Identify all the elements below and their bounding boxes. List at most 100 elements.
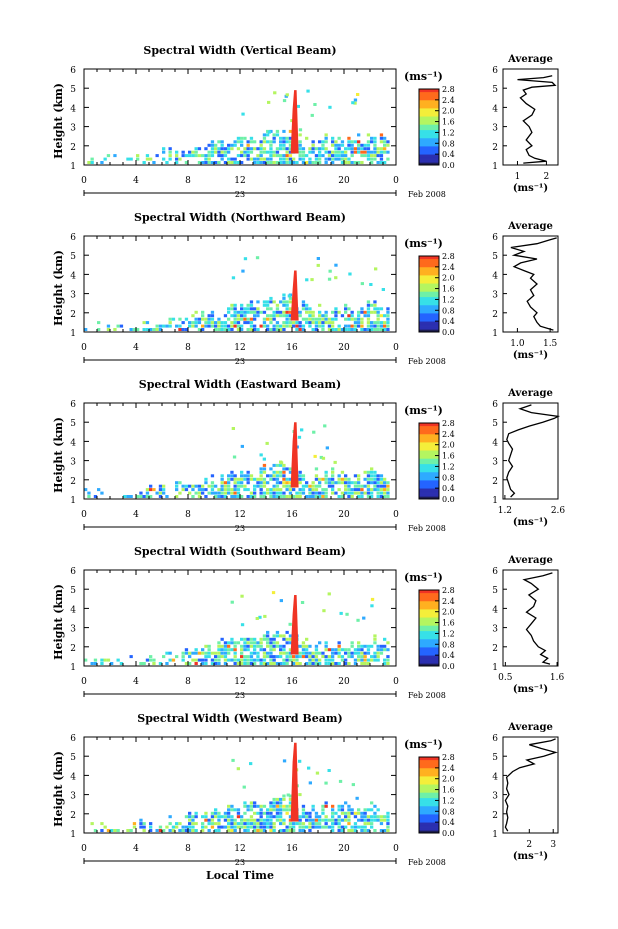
data-cell <box>256 147 260 151</box>
data-cell <box>233 161 237 164</box>
data-cell <box>379 147 384 151</box>
average-y-tick-label: 1 <box>492 830 498 840</box>
data-cell <box>357 481 361 485</box>
average-x-tick-label: 1.5 <box>543 339 558 349</box>
data-cell <box>288 129 293 133</box>
x-tick-label: 20 <box>338 677 350 687</box>
data-cell <box>305 154 309 158</box>
data-cell <box>106 154 111 158</box>
colorbar-tick-label: 0.0 <box>442 662 455 671</box>
data-cell <box>340 658 345 662</box>
data-cell <box>175 481 179 485</box>
data-cell <box>301 808 306 812</box>
data-cell <box>357 644 361 648</box>
data-cell <box>373 477 377 481</box>
data-cell <box>207 491 211 495</box>
data-cell <box>295 328 299 331</box>
data-cell <box>327 477 332 481</box>
data-cell <box>233 321 237 325</box>
colorbar-tick-label: 2.4 <box>442 430 455 439</box>
x-tick-label: 20 <box>338 343 350 353</box>
x-tick-label: 0 <box>393 343 399 353</box>
data-cell <box>188 491 192 495</box>
data-cell <box>318 651 322 655</box>
data-cell <box>376 651 380 655</box>
data-cell <box>360 662 364 665</box>
data-cell <box>308 491 312 495</box>
data-cell <box>324 648 328 652</box>
data-cell <box>357 655 361 659</box>
data-cell <box>340 161 345 164</box>
data-cell <box>314 825 319 829</box>
data-cell <box>279 140 283 144</box>
data-cell <box>350 161 354 164</box>
data-cell <box>158 324 163 328</box>
data-cell <box>266 481 270 485</box>
data-cell <box>353 829 358 832</box>
data-cell <box>272 804 276 808</box>
data-cell <box>321 147 325 151</box>
data-cell <box>269 658 273 662</box>
colorbar-swatch <box>419 304 439 308</box>
colorbar-tick-label: 1.2 <box>442 629 455 638</box>
data-cell <box>188 829 192 832</box>
data-cell <box>246 150 250 154</box>
data-cell <box>249 310 254 314</box>
colorbar-tick-label: 1.2 <box>442 128 455 137</box>
colorbar-tick-label: 2.4 <box>442 263 455 272</box>
data-cell <box>236 641 241 645</box>
data-cell <box>243 307 247 311</box>
data-cell <box>386 825 390 829</box>
data-cell <box>253 317 257 321</box>
data-cell <box>338 779 343 783</box>
data-cell <box>386 481 390 485</box>
average-y-tick-label: 5 <box>492 252 498 262</box>
data-cell <box>366 133 371 137</box>
data-cell <box>168 324 172 328</box>
data-cell <box>327 662 332 665</box>
data-cell <box>347 491 351 495</box>
date-day-label: 23 <box>235 524 245 533</box>
data-cell <box>266 307 270 311</box>
data-cell <box>318 815 322 819</box>
data-cell <box>197 651 202 655</box>
data-cell <box>272 658 276 662</box>
data-cell <box>324 157 328 161</box>
data-cell <box>214 811 218 815</box>
data-cell <box>249 801 254 805</box>
y-tick-label: 6 <box>70 567 76 577</box>
data-cell <box>269 825 273 829</box>
data-cell <box>243 317 247 321</box>
data-cell <box>253 822 257 826</box>
data-cell <box>347 648 351 652</box>
data-cell <box>376 324 380 328</box>
data-cell <box>324 641 328 645</box>
data-cell <box>298 655 302 659</box>
data-cell <box>347 808 351 812</box>
data-cell <box>334 150 338 154</box>
data-cell <box>253 801 257 805</box>
data-cell <box>100 161 104 164</box>
data-cell <box>139 825 143 829</box>
data-cell <box>386 328 390 331</box>
data-cell <box>162 655 166 659</box>
data-cell <box>233 648 237 652</box>
data-cell <box>282 314 286 318</box>
data-cell <box>360 317 364 321</box>
data-cell <box>223 815 228 819</box>
data-cell <box>188 321 192 325</box>
x-tick-label: 12 <box>234 343 245 353</box>
data-cell <box>305 321 309 325</box>
data-cell <box>220 484 224 488</box>
data-cell <box>246 317 250 321</box>
colorbar-swatch <box>419 156 439 160</box>
data-cell <box>249 808 254 812</box>
data-cell <box>383 147 387 151</box>
data-cell <box>321 143 325 147</box>
data-cell <box>139 495 143 498</box>
colorbar-tick-label: 0.4 <box>442 150 455 159</box>
data-cell <box>324 474 328 478</box>
data-cell <box>158 491 163 495</box>
data-cell <box>249 474 254 478</box>
data-cell <box>207 154 211 158</box>
